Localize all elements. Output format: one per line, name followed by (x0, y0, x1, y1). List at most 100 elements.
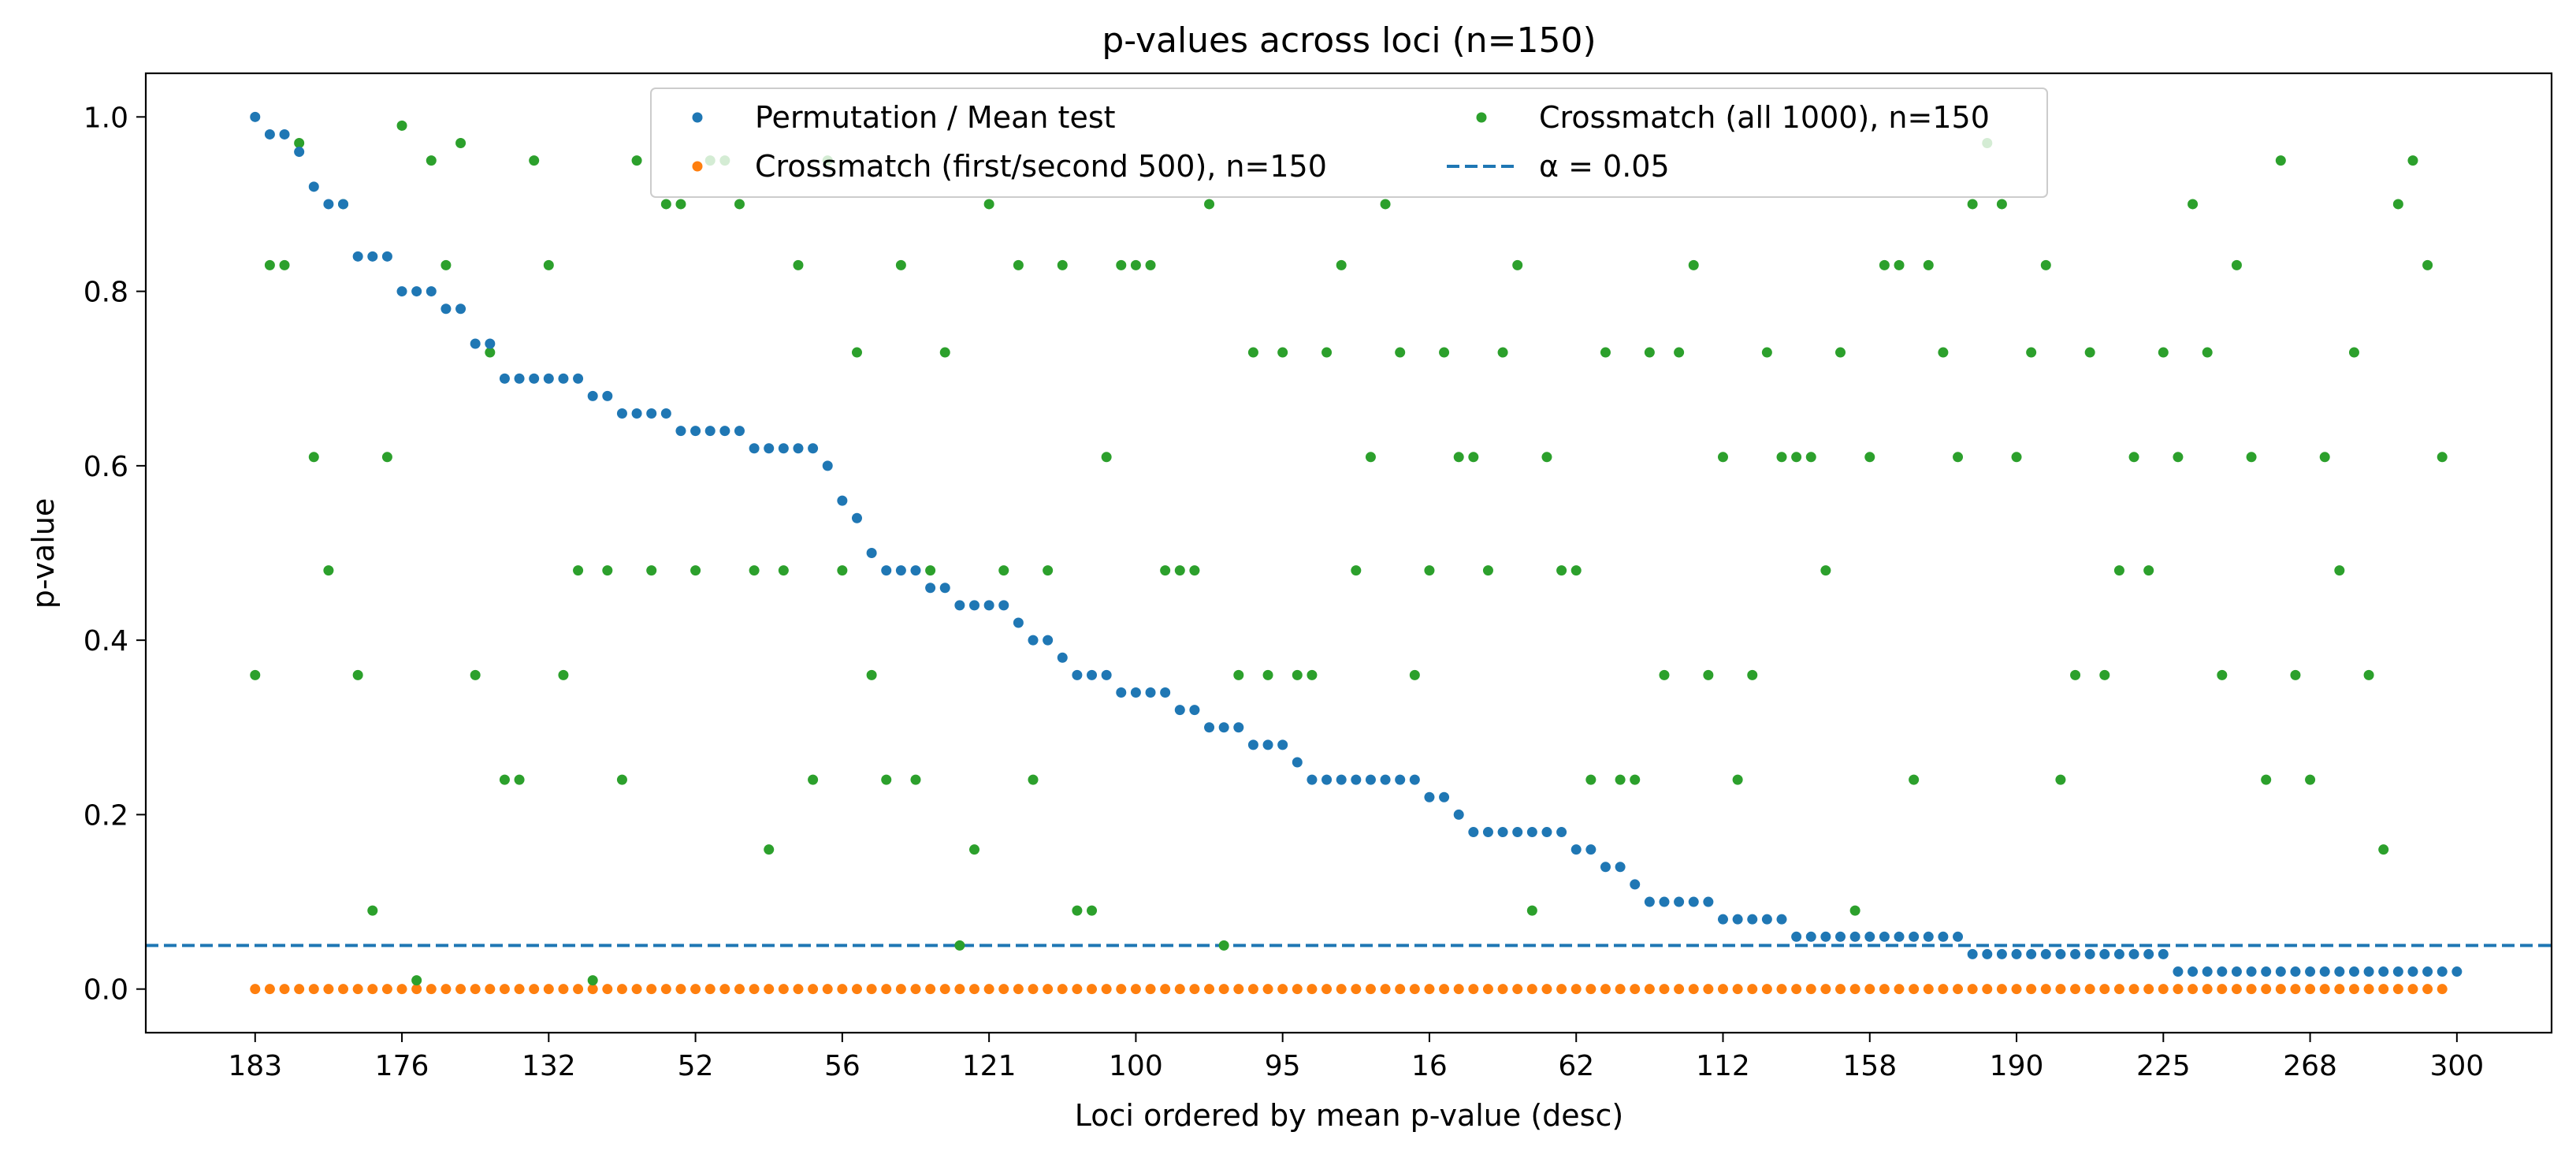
point-crossmatch-split (573, 984, 584, 995)
point-permutation-mean (1688, 896, 1699, 907)
point-crossmatch-split (1160, 984, 1171, 995)
point-crossmatch-all (440, 259, 452, 270)
point-permutation-mean (1292, 757, 1303, 768)
x-axis-label: Loci ordered by mean p-value (desc) (1075, 1098, 1623, 1133)
point-crossmatch-split (2422, 984, 2433, 995)
point-permutation-mean (851, 512, 862, 523)
point-crossmatch-split (910, 984, 921, 995)
point-permutation-mean (2231, 966, 2242, 977)
point-permutation-mean (514, 373, 525, 384)
point-permutation-mean (1953, 931, 1964, 942)
point-permutation-mean (2422, 966, 2433, 977)
point-crossmatch-all (2070, 669, 2081, 680)
point-crossmatch-all (1835, 347, 1846, 358)
point-crossmatch-all (396, 120, 407, 131)
point-crossmatch-split (1630, 984, 1641, 995)
point-permutation-mean (1585, 844, 1597, 855)
point-permutation-mean (2348, 966, 2359, 977)
point-permutation-mean (1512, 827, 1523, 838)
point-permutation-mean (1277, 739, 1288, 750)
point-crossmatch-split (690, 984, 701, 995)
point-crossmatch-split (1247, 984, 1258, 995)
point-crossmatch-split (793, 984, 804, 995)
x-tick-label: 95 (1265, 1050, 1301, 1082)
point-crossmatch-split (602, 984, 613, 995)
point-crossmatch-all (1761, 347, 1772, 358)
point-permutation-mean (1879, 931, 1890, 942)
point-crossmatch-split (2378, 984, 2389, 995)
point-crossmatch-all (1512, 259, 1523, 270)
point-permutation-mean (2040, 948, 2051, 959)
point-permutation-mean (1776, 914, 1787, 925)
point-permutation-mean (1732, 914, 1743, 925)
point-permutation-mean (1365, 774, 1376, 785)
point-crossmatch-all (2173, 452, 2184, 463)
point-permutation-mean (1204, 722, 1215, 733)
point-crossmatch-all (1380, 199, 1391, 210)
point-crossmatch-split (1967, 984, 1978, 995)
plot-background (146, 73, 2552, 1033)
point-crossmatch-all (2275, 155, 2286, 166)
point-crossmatch-split (881, 984, 892, 995)
point-crossmatch-all (514, 774, 525, 785)
point-crossmatch-all (2290, 669, 2301, 680)
point-crossmatch-all (1189, 565, 1200, 576)
point-crossmatch-split (1409, 984, 1420, 995)
point-crossmatch-all (2392, 199, 2403, 210)
point-permutation-mean (1439, 791, 1450, 802)
point-permutation-mean (1541, 827, 1552, 838)
point-crossmatch-split (2261, 984, 2272, 995)
point-crossmatch-all (1953, 452, 1964, 463)
point-permutation-mean (1087, 669, 1098, 680)
point-crossmatch-all (1820, 565, 1831, 576)
point-crossmatch-split (499, 984, 510, 995)
point-crossmatch-split (2348, 984, 2359, 995)
point-crossmatch-all (558, 669, 569, 680)
point-permutation-mean (1174, 705, 1185, 716)
point-crossmatch-split (367, 984, 378, 995)
point-permutation-mean (1717, 914, 1728, 925)
point-crossmatch-all (1776, 452, 1787, 463)
point-crossmatch-split (2173, 984, 2184, 995)
point-permutation-mean (1497, 827, 1508, 838)
point-permutation-mean (910, 565, 921, 576)
point-permutation-mean (2261, 966, 2272, 977)
point-crossmatch-all (808, 774, 819, 785)
point-permutation-mean (1630, 879, 1641, 890)
point-permutation-mean (969, 600, 980, 611)
point-crossmatch-split (749, 984, 760, 995)
y-tick-label: 0.2 (84, 799, 128, 832)
point-crossmatch-split (1894, 984, 1905, 995)
point-crossmatch-all (1703, 669, 1714, 680)
point-permutation-mean (2437, 966, 2448, 977)
point-crossmatch-all (2334, 565, 2345, 576)
point-permutation-mean (704, 426, 716, 437)
point-permutation-mean (719, 426, 730, 437)
point-crossmatch-split (2188, 984, 2199, 995)
point-crossmatch-split (2084, 984, 2095, 995)
point-crossmatch-all (1233, 669, 1244, 680)
point-permutation-mean (381, 251, 392, 262)
point-permutation-mean (1864, 931, 1875, 942)
point-crossmatch-split (1218, 984, 1229, 995)
point-crossmatch-split (1835, 984, 1846, 995)
point-crossmatch-split (1439, 984, 1450, 995)
point-crossmatch-all (1996, 199, 2007, 210)
point-permutation-mean (1028, 635, 1039, 646)
point-permutation-mean (646, 408, 657, 419)
point-crossmatch-split (1013, 984, 1024, 995)
point-permutation-mean (1307, 774, 1318, 785)
point-permutation-mean (499, 373, 510, 384)
point-crossmatch-all (1174, 565, 1185, 576)
point-crossmatch-all (1938, 347, 1949, 358)
point-crossmatch-all (1600, 347, 1611, 358)
point-crossmatch-all (1116, 259, 1127, 270)
point-crossmatch-split (2143, 984, 2154, 995)
point-permutation-mean (1482, 827, 1493, 838)
point-permutation-mean (1761, 914, 1772, 925)
point-crossmatch-split (264, 984, 275, 995)
point-crossmatch-split (1336, 984, 1347, 995)
point-permutation-mean (1600, 862, 1611, 873)
point-permutation-mean (2143, 948, 2154, 959)
point-crossmatch-all (1556, 565, 1567, 576)
